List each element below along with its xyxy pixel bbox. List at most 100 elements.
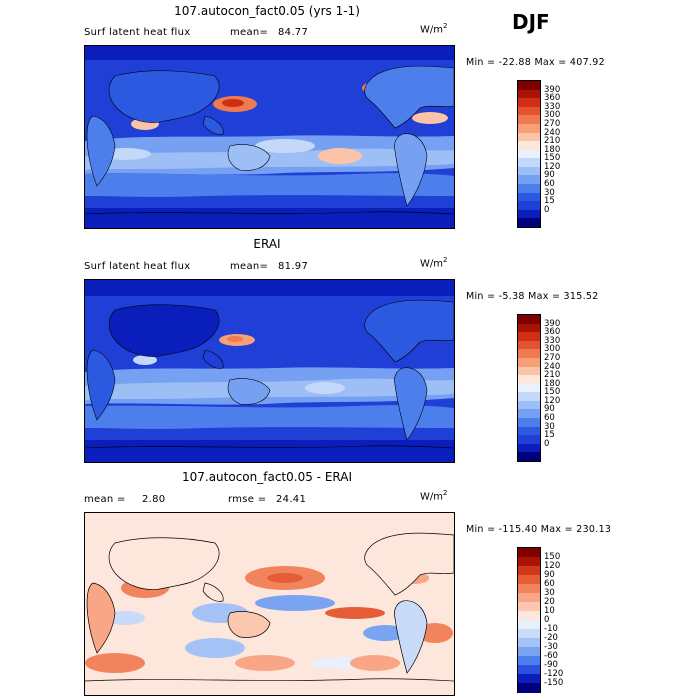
colorbar-obs-tick-label: 30 xyxy=(544,421,555,432)
colorbar-obs-segment xyxy=(518,323,540,333)
minmax-diff: Min = -115.40 Max = 230.13 xyxy=(466,524,612,535)
colorbar-obs-segment xyxy=(518,332,540,342)
colorbar-diff-segment xyxy=(518,584,540,594)
colorbar-obs-segment xyxy=(518,349,540,359)
colorbar-diff: 150 120 90 60 30 20 10 0 -10 -20 -30 -60 -90 -120 -150 xyxy=(517,547,563,693)
colorbar-model-segment xyxy=(518,141,540,151)
mean-label-model: mean= xyxy=(230,27,269,38)
colorbar-obs-tick-label: 240 xyxy=(544,361,561,372)
colorbar-obs-tick-label: 180 xyxy=(544,378,561,389)
map-obs xyxy=(84,279,455,463)
colorbar-obs-segment xyxy=(518,392,540,402)
field-label-model: Surf latent heat flux xyxy=(84,27,191,38)
colorbar-diff-segment xyxy=(518,638,540,648)
colorbar-obs-segment xyxy=(518,366,540,376)
colorbar-obs-segment xyxy=(518,443,540,453)
colorbar-obs-tick-label: 300 xyxy=(544,344,561,355)
colorbar-model-tick-label: 90 xyxy=(544,170,555,181)
units-label-diff: W/m2 xyxy=(420,489,448,503)
field-label-obs: Surf latent heat flux xyxy=(84,261,191,272)
colorbar-model-segment xyxy=(518,149,540,159)
mean-value-diff: 2.80 xyxy=(142,494,166,505)
mean-value-obs: 81.97 xyxy=(278,261,309,272)
colorbar-obs-segment xyxy=(518,315,540,325)
mean-label-diff: mean = xyxy=(84,494,126,505)
colorbar-model-segment xyxy=(518,158,540,168)
colorbar-model-tick-label: 330 xyxy=(544,101,561,112)
colorbar-model-tick-label: 210 xyxy=(544,135,561,146)
colorbar-diff-segment xyxy=(518,575,540,585)
colorbar-diff-segment xyxy=(518,647,540,657)
colorbar-model-tick-label: 270 xyxy=(544,118,561,129)
colorbar-model-segment xyxy=(518,175,540,185)
colorbar-obs-tick-label: 15 xyxy=(544,429,555,440)
colorbar-model-segment xyxy=(518,184,540,194)
colorbar-diff-tick-label: -90 xyxy=(544,659,558,670)
colorbar-model-segment xyxy=(518,132,540,142)
map-diff-svg xyxy=(85,513,454,695)
colorbar-diff-tick-label: 30 xyxy=(544,587,555,598)
colorbar-model-tick-label: 360 xyxy=(544,92,561,103)
colorbar-diff-tick-label: -10 xyxy=(544,623,558,634)
colorbar-model-tick-label: 15 xyxy=(544,195,555,206)
colorbar-diff-segment xyxy=(518,566,540,576)
colorbar-diff-segment xyxy=(518,674,540,684)
colorbar-model-tick-label: 0 xyxy=(544,204,550,215)
colorbar-diff-tick-label: 120 xyxy=(544,560,561,571)
colorbar-obs-segment xyxy=(518,452,540,462)
colorbar-diff-tick-label: 150 xyxy=(544,551,561,562)
map-model-svg xyxy=(85,46,454,228)
colorbar-obs-segment xyxy=(518,375,540,385)
colorbar-diff-segment xyxy=(518,593,540,603)
colorbar-obs-tick-label: 360 xyxy=(544,326,561,337)
colorbar-model-segment xyxy=(518,123,540,134)
minmax-model: Min = -22.88 Max = 407.92 xyxy=(466,57,605,68)
colorbar-model-segment xyxy=(518,81,540,91)
colorbar-model-segment xyxy=(518,106,540,116)
colorbar-obs-tick-label: 90 xyxy=(544,404,555,415)
colorbar-model-segment xyxy=(518,209,540,219)
colorbar-diff-tick-label: 90 xyxy=(544,569,555,580)
map-obs-svg xyxy=(85,280,454,462)
units-label-obs: W/m2 xyxy=(420,256,448,270)
map-model xyxy=(84,45,455,229)
colorbar-obs-segment xyxy=(518,409,540,419)
colorbar-diff-tick-label: -150 xyxy=(544,677,564,688)
colorbar-obs-tick-label: 150 xyxy=(544,387,561,398)
colorbar-model: 390 360 330 300 270 240 210 180 150 120 90 60 30 15 0 xyxy=(517,80,560,228)
colorbar-model-segment xyxy=(518,218,540,228)
colorbar-diff-tick-label: -20 xyxy=(544,632,558,643)
colorbar-diff-tick-label: 0 xyxy=(544,614,550,625)
colorbar-diff-tick-label: 20 xyxy=(544,596,555,607)
colorbar-model-segment xyxy=(518,166,540,176)
colorbar-model-segment xyxy=(518,115,540,125)
colorbar-model-tick-label: 120 xyxy=(544,161,561,172)
colorbar-obs-segment xyxy=(518,357,540,368)
panel-title-diff: 107.autocon_fact0.05 - ERAI xyxy=(181,470,352,484)
colorbar-diff-segment xyxy=(518,620,540,630)
colorbar-obs-segment xyxy=(518,340,540,350)
colorbar-obs-segment xyxy=(518,418,540,428)
map-diff xyxy=(84,512,455,696)
colorbar-diff-tick-label: 60 xyxy=(544,578,555,589)
colorbar-obs: 390 360 330 300 270 240 210 180 150 120 90 60 30 15 0 xyxy=(517,314,560,462)
rmse-label-diff: rmse = xyxy=(228,494,267,505)
colorbar-obs-tick-label: 390 xyxy=(544,318,561,329)
colorbar-diff-segment xyxy=(518,611,540,621)
panel-title-obs: ERAI xyxy=(253,237,281,251)
colorbar-diff-tick-label: -60 xyxy=(544,650,558,661)
colorbar-model-tick-label: 30 xyxy=(544,187,555,198)
colorbar-obs-tick-label: 330 xyxy=(544,335,561,346)
rmse-value-diff: 24.41 xyxy=(276,494,307,505)
colorbar-model-tick-label: 60 xyxy=(544,178,555,189)
colorbar-model-tick-label: 150 xyxy=(544,153,561,164)
units-label-model: W/m2 xyxy=(420,22,448,36)
colorbar-obs-segment xyxy=(518,426,540,436)
colorbar-diff-segment xyxy=(518,548,540,558)
colorbar-model-tick-label: 300 xyxy=(544,110,561,121)
colorbar-obs-segment xyxy=(518,435,540,445)
colorbar-diff-segment xyxy=(518,602,540,612)
season-label: DJF xyxy=(512,10,550,34)
colorbar-diff-segment xyxy=(518,665,540,675)
colorbar-obs-tick-label: 210 xyxy=(544,369,561,380)
